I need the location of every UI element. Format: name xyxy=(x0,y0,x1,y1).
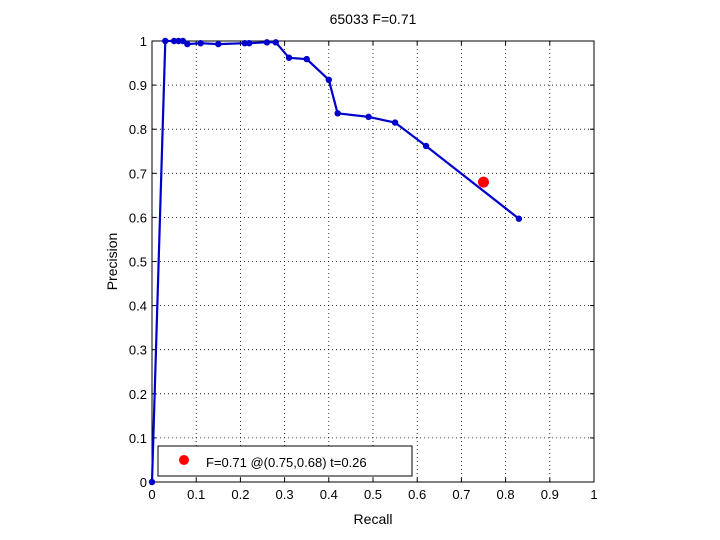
data-point xyxy=(391,119,399,126)
x-axis-label: Recall xyxy=(354,511,393,527)
data-point xyxy=(365,113,372,121)
x-tick-label: 0.4 xyxy=(320,487,338,502)
data-point xyxy=(170,37,178,45)
data-point xyxy=(515,215,523,222)
y-tick-label: 0.6 xyxy=(129,210,147,225)
y-tick-label: 0.2 xyxy=(129,387,147,402)
data-point xyxy=(162,37,169,45)
x-tick-label: 0.9 xyxy=(541,487,559,502)
x-tick-label: 0.6 xyxy=(408,487,426,502)
y-tick-label: 0.4 xyxy=(129,299,147,314)
data-point xyxy=(422,142,430,150)
data-series xyxy=(148,37,523,486)
x-tick-label: 0.3 xyxy=(276,487,294,502)
data-point xyxy=(241,40,249,47)
y-axis-label: Precision xyxy=(104,233,120,291)
chart-title: 65033 F=0.71 xyxy=(330,11,417,27)
legend-marker xyxy=(179,455,189,465)
y-tick-label: 0.7 xyxy=(129,166,147,181)
x-tick-label: 0.7 xyxy=(452,487,470,502)
x-tick-label: 1 xyxy=(590,487,597,502)
best-f-point xyxy=(478,176,489,188)
y-tick-label: 0.5 xyxy=(129,255,147,270)
data-point xyxy=(263,39,271,46)
x-tick-label: 0.5 xyxy=(364,487,382,502)
x-tick-label: 0 xyxy=(148,487,155,502)
data-point xyxy=(272,39,279,46)
data-point xyxy=(285,54,293,61)
data-point xyxy=(246,40,253,47)
legend-box xyxy=(157,445,413,477)
data-point xyxy=(215,40,222,48)
y-tick-label: 0.1 xyxy=(129,431,147,446)
data-point xyxy=(197,40,204,47)
x-tick-label: 0.8 xyxy=(497,487,515,502)
x-tick-label: 0.2 xyxy=(231,487,249,502)
y-tick-label: 1 xyxy=(140,34,147,49)
x-tick-label: 0.1 xyxy=(187,487,205,502)
y-tick-label: 0.8 xyxy=(129,122,147,137)
y-tick-label: 0 xyxy=(140,475,147,490)
axis-ticks: 0 0.1 0.2 0.3 0.4 0.5 0.6 0.7 0.8 0.9 1 0 0.1 0.2 0.3 0… xyxy=(129,34,598,502)
data-point xyxy=(334,110,341,117)
data-point xyxy=(175,37,182,45)
best-f-point-layer xyxy=(478,176,489,188)
data-point xyxy=(148,478,156,486)
y-tick-label: 0.3 xyxy=(129,343,147,358)
y-tick-label: 0.9 xyxy=(129,78,147,93)
data-point xyxy=(303,55,310,63)
data-point xyxy=(325,76,332,84)
data-point xyxy=(184,40,191,48)
legend: F=0.71 @(0.75,0.68) t=0.26 xyxy=(157,445,413,477)
legend-text: F=0.71 @(0.75,0.68) t=0.26 xyxy=(206,455,367,470)
